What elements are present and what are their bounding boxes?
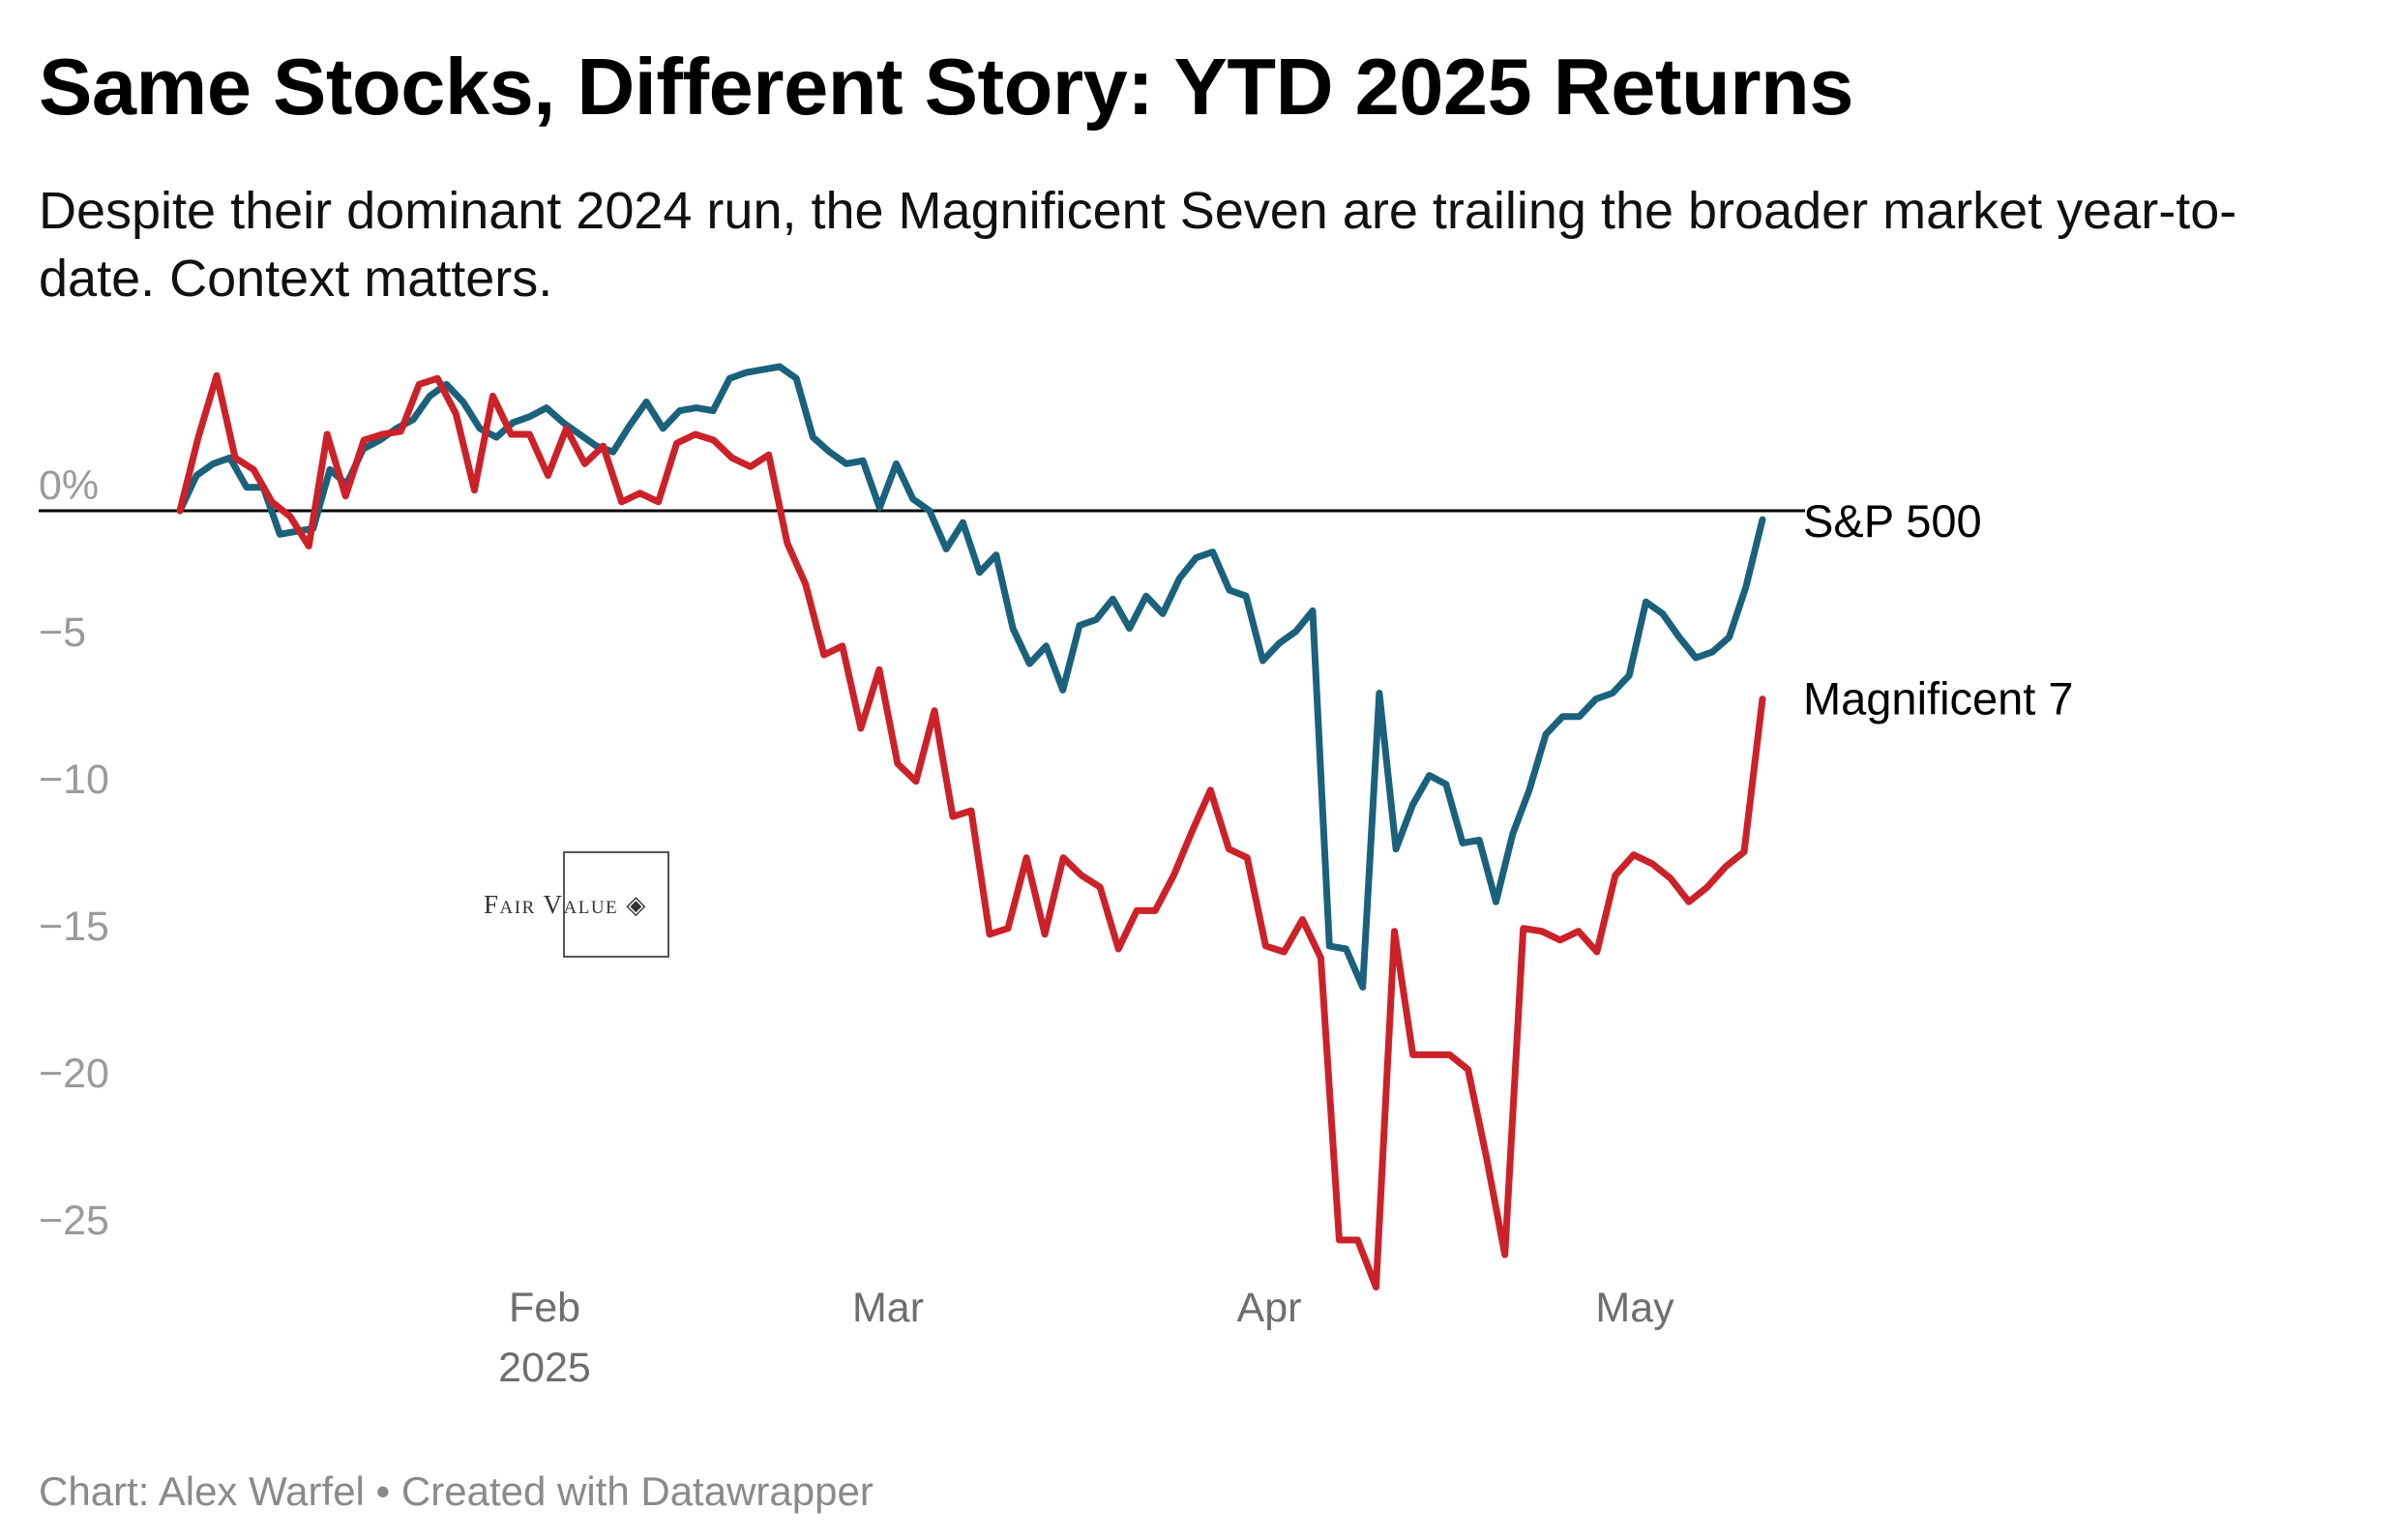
y-axis: 0% −5 −10 −15 −20 −25 [39, 462, 109, 1244]
series-labels: S&P 500 Magnificent 7 [1803, 495, 2074, 724]
chart-footer: Chart: Alex Warfel • Created with Datawr… [39, 1468, 874, 1514]
x-tick-label: Feb [509, 1285, 580, 1331]
y-tick-label: −25 [39, 1198, 109, 1244]
logo-text: Fair Value [484, 890, 619, 919]
y-tick-label: −20 [39, 1051, 109, 1097]
x-axis: Feb 2025 Mar Apr May [498, 1285, 1674, 1391]
magnificent-7-label: Magnificent 7 [1803, 673, 2074, 725]
cube-icon: ◈ [626, 891, 647, 919]
y-tick-label: 0% [39, 462, 99, 509]
sp500-line [176, 363, 1766, 991]
chart-subtitle: Despite their dominant 2024 run, the Mag… [39, 182, 2237, 308]
logo-box [563, 851, 669, 958]
x-tick-label: Apr [1237, 1285, 1302, 1331]
y-tick-label: −5 [39, 609, 86, 656]
x-tick-label: May [1595, 1285, 1674, 1331]
fair-value-logo: Fair Value ◈ [484, 890, 647, 920]
y-tick-label: −10 [39, 756, 109, 803]
magnificent-7-line [176, 371, 1766, 1291]
chart-title: Same Stocks, Different Story: YTD 2025 R… [39, 42, 1853, 132]
series-lines [176, 363, 1766, 1291]
x-tick-year-label: 2025 [498, 1345, 591, 1391]
x-tick-label: Mar [852, 1285, 924, 1331]
sp500-label: S&P 500 [1803, 495, 1982, 547]
y-tick-label: −15 [39, 903, 109, 950]
